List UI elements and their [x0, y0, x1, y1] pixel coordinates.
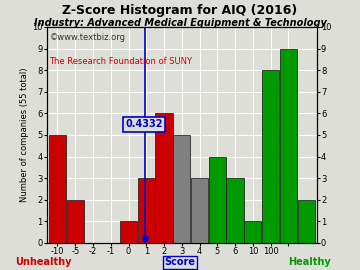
Text: Industry: Advanced Medical Equipment & Technology: Industry: Advanced Medical Equipment & T…: [33, 18, 327, 28]
Bar: [280, 49, 297, 243]
Bar: [191, 178, 208, 243]
Text: ©www.textbiz.org: ©www.textbiz.org: [50, 33, 126, 42]
Bar: [120, 221, 137, 243]
Bar: [297, 200, 315, 243]
Bar: [67, 200, 84, 243]
Bar: [209, 157, 226, 243]
Bar: [49, 135, 66, 243]
Text: The Research Foundation of SUNY: The Research Foundation of SUNY: [50, 57, 193, 66]
Bar: [244, 221, 261, 243]
Text: Healthy: Healthy: [288, 257, 331, 267]
Y-axis label: Number of companies (55 total): Number of companies (55 total): [21, 68, 30, 202]
Bar: [138, 178, 155, 243]
Text: Score: Score: [165, 257, 195, 267]
Bar: [226, 178, 244, 243]
Text: Z-Score Histogram for AIQ (2016): Z-Score Histogram for AIQ (2016): [62, 4, 298, 17]
Bar: [156, 113, 173, 243]
Bar: [173, 135, 190, 243]
Text: Unhealthy: Unhealthy: [15, 257, 71, 267]
Text: 0.4332: 0.4332: [125, 119, 163, 129]
Bar: [262, 70, 279, 243]
